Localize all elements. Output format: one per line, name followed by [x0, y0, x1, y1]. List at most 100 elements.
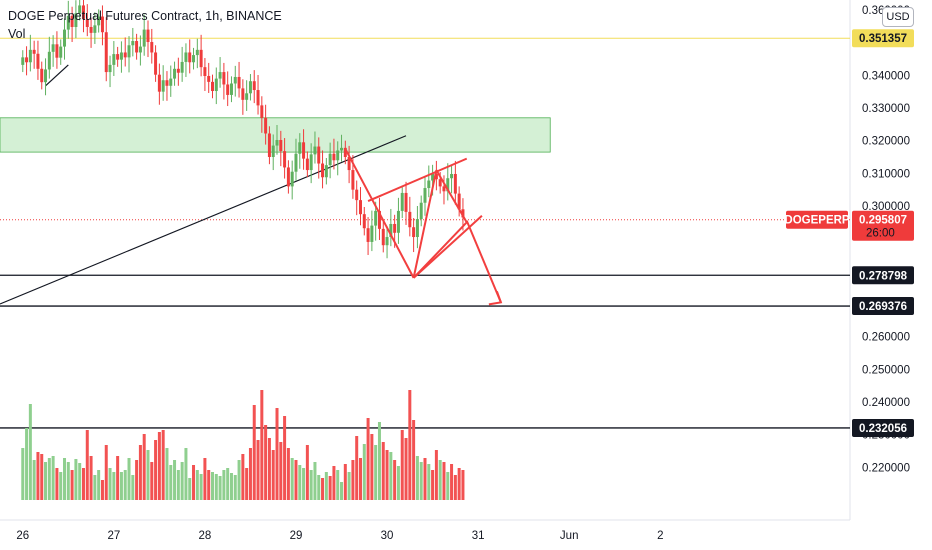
candle-body: [157, 74, 161, 92]
volume-bar: [150, 462, 154, 500]
volume-bar: [207, 470, 211, 500]
volume-bar: [256, 440, 260, 500]
volume-bar: [89, 456, 93, 500]
candle-body: [237, 76, 241, 89]
trendline: [0, 135, 407, 305]
volume-bar: [100, 480, 104, 500]
volume-bar: [423, 458, 427, 500]
volume-bar: [44, 462, 48, 500]
volume-bar: [188, 478, 192, 500]
candle-body: [146, 29, 150, 43]
candle-body: [294, 153, 298, 172]
volume-bar: [412, 420, 416, 500]
candle-body: [264, 117, 268, 134]
candle-body: [404, 192, 408, 212]
time-tick-label: 30: [381, 530, 394, 542]
volume-bar: [229, 473, 233, 500]
volume-bar: [336, 470, 340, 500]
candle-body: [214, 78, 218, 92]
volume-bar: [176, 470, 180, 500]
volume-bar: [47, 458, 51, 500]
time-tick-label: 29: [290, 530, 303, 542]
volume-bar: [321, 478, 325, 500]
pattern-line: [367, 157, 468, 203]
candle-body: [351, 170, 355, 190]
currency-button[interactable]: USD: [882, 7, 914, 27]
candle-body: [290, 171, 294, 187]
candle-body: [355, 189, 359, 201]
volume-bar: [112, 472, 116, 500]
candle-body: [100, 16, 104, 33]
symbol-tag-label: DOGEPERP: [784, 215, 850, 227]
candle-body: [446, 178, 450, 192]
volume-bar: [343, 464, 347, 500]
volume-bar: [366, 418, 370, 500]
symbol-tag: [786, 210, 848, 229]
price-level-tag-label: 0.351357: [859, 33, 907, 45]
candle-body: [218, 72, 222, 79]
volume-bar: [362, 444, 366, 500]
volume-bar: [146, 450, 150, 500]
candle-body: [28, 49, 32, 63]
candle-body: [108, 64, 112, 73]
candle-body: [302, 142, 306, 159]
volume-bar: [32, 460, 36, 500]
candle-body: [374, 210, 378, 226]
candle-body: [438, 179, 442, 187]
candle-body: [36, 53, 40, 69]
time-tick-label: 28: [199, 530, 212, 542]
volume-bar: [317, 475, 321, 500]
volume-bar: [389, 452, 393, 500]
candle-body: [229, 83, 233, 95]
candle-body: [66, 15, 70, 30]
candle-body: [389, 223, 393, 238]
price-tick-label: 0.240000: [862, 397, 910, 409]
time-tick-label: Jun: [560, 530, 579, 542]
candle-body: [381, 228, 385, 246]
volume-bar: [347, 472, 351, 500]
candle-body: [32, 49, 36, 54]
candle-body: [431, 173, 435, 181]
price-tick-label: 0.300000: [862, 201, 910, 213]
volume-bars-layer: [21, 390, 465, 500]
candle-body: [271, 145, 275, 157]
candles-layer: [21, 0, 465, 259]
volume-bar: [381, 442, 385, 500]
candle-body: [138, 46, 142, 53]
candle-body: [47, 51, 51, 70]
short-trend-segment: [45, 64, 69, 87]
volume-bar: [419, 462, 423, 500]
volume-bar: [97, 470, 101, 500]
volume-bar: [237, 460, 241, 500]
candle-body: [245, 93, 249, 100]
price-level-tag: [852, 266, 914, 285]
candle-body: [453, 173, 457, 194]
volume-bar: [408, 390, 412, 500]
pattern-line: [412, 215, 483, 279]
candle-body: [169, 78, 173, 86]
volume-bar: [81, 468, 85, 500]
candle-body: [85, 19, 89, 27]
candle-body: [305, 158, 309, 171]
candle-body: [385, 237, 389, 246]
volume-bar: [305, 445, 309, 500]
candle-body: [142, 29, 146, 47]
last-price-value: 0.295807: [859, 215, 907, 227]
candle-body: [203, 67, 207, 76]
candle-body: [434, 173, 438, 180]
volume-bar: [450, 464, 454, 500]
candle-body: [199, 49, 203, 68]
candle-body: [135, 41, 139, 53]
volume-bar: [283, 416, 287, 500]
volume-bar: [63, 458, 67, 500]
candle-body: [211, 81, 214, 92]
candle-body: [321, 163, 325, 178]
candle-body: [423, 188, 427, 203]
countdown-label: 26:00: [866, 228, 895, 240]
candle-body: [408, 211, 412, 228]
candle-body: [362, 214, 366, 229]
volume-bar: [25, 428, 29, 500]
pattern-line: [412, 169, 438, 279]
price-tick-label: 0.250000: [862, 364, 910, 376]
